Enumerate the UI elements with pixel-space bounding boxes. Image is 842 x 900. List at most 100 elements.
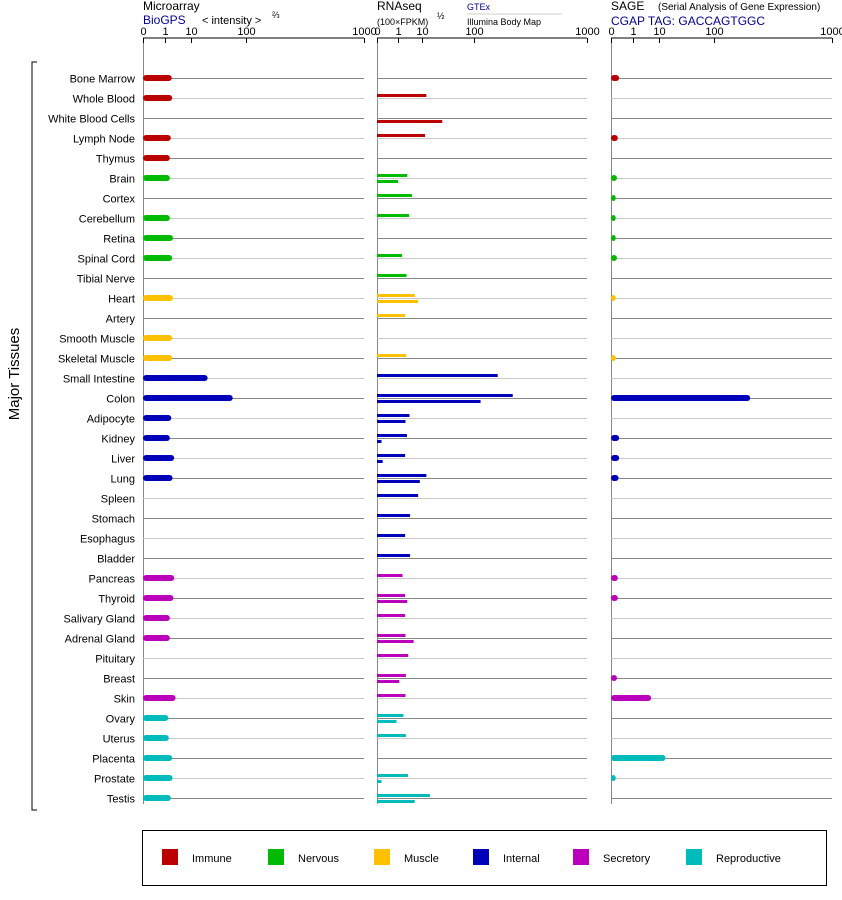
gridlines [143, 78, 832, 799]
rnaseq-header: RNAseq (100×FPKM) ½ GTEx Illumina Body M… [377, 0, 562, 27]
tissue-label: Retina [103, 234, 136, 246]
legend-swatch [374, 849, 390, 865]
bar-illumina [377, 300, 419, 303]
tissue-label: Smooth Muscle [59, 334, 135, 346]
x-tick-label: 1000 [820, 26, 842, 38]
legend-swatch [686, 849, 702, 865]
tissue-labels: Bone Marrow Whole Blood White Blood Cells L… [48, 74, 136, 806]
bar-gtex [377, 434, 407, 437]
tissue-label: Bladder [97, 554, 135, 566]
bar-biogps [143, 435, 170, 441]
legend-swatch [268, 849, 284, 865]
bar-illumina [377, 800, 415, 803]
bar-biogps [143, 135, 171, 141]
bar-sage [611, 775, 616, 781]
bar-gtex [377, 554, 411, 557]
x-tick-label: 10 [185, 26, 197, 38]
x-tick-label: 0 [608, 26, 614, 38]
bar-sage [611, 235, 616, 241]
bar-biogps [143, 75, 172, 81]
tissue-label: Salivary Gland [63, 614, 135, 626]
bar-gtex [377, 794, 430, 797]
rnaseq-source-illumina: Illumina Body Map [467, 17, 541, 27]
bar-biogps [143, 775, 173, 781]
bar-sage [611, 575, 618, 581]
bar-sage [611, 595, 618, 601]
microarray-metric-exponent: ⅔ [272, 10, 280, 20]
bar-biogps [143, 395, 233, 401]
sage-header: SAGE (Serial Analysis of Gene Expression… [611, 0, 820, 28]
bar-biogps [143, 715, 169, 721]
bar-illumina [377, 120, 443, 123]
tissue-label: Kidney [101, 434, 135, 446]
group-bracket [31, 61, 37, 811]
tissue-label: Pituitary [95, 654, 135, 666]
bar-gtex [377, 574, 403, 577]
tissue-label: Colon [106, 394, 135, 406]
bar-gtex [377, 774, 408, 777]
legend-label: Secretory [603, 853, 651, 865]
tissue-label: Placenta [92, 754, 136, 766]
tissue-label: Heart [108, 294, 135, 306]
x-tick-label: 10 [416, 26, 428, 38]
x-tick-label: 100 [705, 26, 723, 38]
tissue-label: Prostate [94, 774, 135, 786]
rnaseq-title: RNAseq [377, 0, 422, 13]
x-tick-label: 1 [162, 26, 168, 38]
tissue-label: Breast [103, 674, 135, 686]
bar-sage [611, 435, 620, 441]
bar-illumina [377, 400, 481, 403]
legend: Immune Nervous Muscle Internal Secretory Repr… [162, 849, 781, 865]
sage-source: CGAP TAG: GACCAGTGGC [611, 14, 765, 28]
x-tick-label: 100 [465, 26, 483, 38]
bar-gtex [377, 394, 513, 397]
tissue-label: Whole Blood [73, 94, 135, 106]
tissue-label: Tibial Nerve [77, 274, 135, 286]
bar-biogps [143, 735, 169, 741]
sage-title: SAGE [611, 0, 644, 13]
legend-label: Muscle [404, 853, 439, 865]
legend-label: Reproductive [716, 853, 781, 865]
bar-illumina [377, 600, 408, 603]
bar-gtex [377, 474, 427, 477]
bar-gtex [377, 694, 406, 697]
x-tick-label: 1000 [352, 26, 376, 38]
bar-illumina [377, 180, 398, 183]
bar-biogps [143, 215, 170, 221]
bar-biogps [143, 375, 208, 381]
bar-biogps [143, 235, 173, 241]
tissue-label: Artery [106, 314, 136, 326]
bar-gtex [377, 414, 410, 417]
microarray-title: Microarray [143, 0, 200, 13]
tissue-label: Adipocyte [87, 414, 135, 426]
legend-swatch [573, 849, 589, 865]
x-tick-label: 1000 [575, 26, 599, 38]
tissue-label: Uterus [103, 734, 136, 746]
bar-gtex [377, 94, 427, 97]
bar-illumina [377, 780, 382, 783]
tissue-label: Thymus [96, 154, 136, 166]
legend-label: Immune [192, 853, 232, 865]
microarray-header: Microarray BioGPS < intensity > ⅔ [143, 0, 280, 27]
bar-biogps [143, 695, 176, 701]
bar-biogps [143, 455, 175, 461]
rnaseq-metric: (100×FPKM) [377, 17, 428, 27]
tissue-label: Esophagus [80, 534, 136, 546]
bar-biogps [143, 295, 173, 301]
tissue-label: Cortex [103, 194, 136, 206]
bar-sage [611, 675, 617, 681]
bar-biogps [143, 95, 173, 101]
bar-sage [611, 755, 666, 761]
tissue-label: Adrenal Gland [65, 634, 135, 646]
tissue-label: Bone Marrow [70, 74, 135, 86]
tissue-label: Spinal Cord [78, 254, 135, 266]
bar-illumina [377, 460, 383, 463]
bar-gtex [377, 454, 406, 457]
tissue-label: Lung [111, 474, 135, 486]
bar-biogps [143, 155, 170, 161]
tissue-label: White Blood Cells [48, 114, 135, 126]
bar-gtex [377, 374, 498, 377]
tissue-label: Small Intestine [63, 374, 135, 386]
